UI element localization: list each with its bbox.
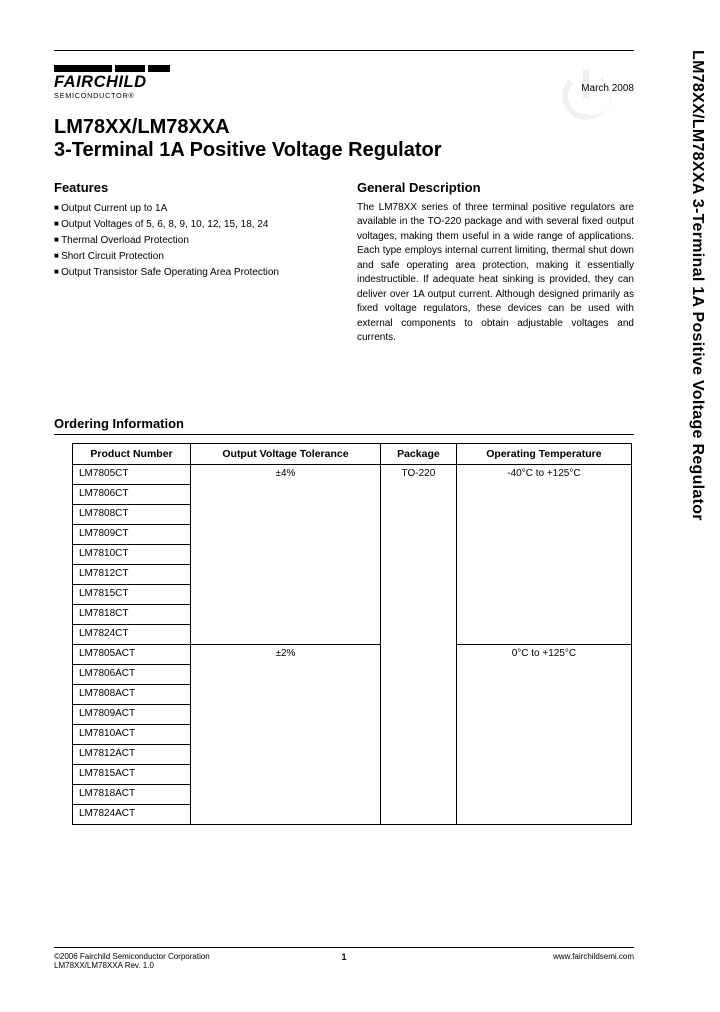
website: www.fairchildsemi.com [553,952,634,970]
table-row-product: LM7810ACT [73,724,191,744]
table-row-temp: -40°C to +125°C [456,464,631,644]
table-row-temp: 0°C to +125°C [456,644,631,824]
table-row-product: LM7806ACT [73,664,191,684]
table-row-product: LM7812CT [73,564,191,584]
logo-name: FAIRCHILD [54,74,172,91]
table-row-product: LM7815CT [73,584,191,604]
feature-item: Output Voltages of 5, 6, 8, 9, 10, 12, 1… [54,217,331,233]
table-row-tolerance: ±4% [191,464,381,644]
table-row-product: LM7818CT [73,604,191,624]
side-title: LM78XX/LM78XXA 3-Terminal 1A Positive Vo… [688,50,706,521]
page-number: 1 [341,952,346,962]
footer: ©2006 Fairchild Semiconductor Corporatio… [54,947,634,970]
description-body: The LM78XX series of three terminal posi… [357,201,634,346]
revision: LM78XX/LM78XXA Rev. 1.0 [54,961,210,970]
description-heading: General Description [357,180,634,195]
title-partnum: LM78XX/LM78XXA [54,116,634,139]
table-row-product: LM7805ACT [73,644,191,664]
top-rule [54,50,634,51]
table-row-tolerance: ±2% [191,644,381,824]
table-row-product: LM7815ACT [73,764,191,784]
feature-item: Thermal Overload Protection [54,233,331,249]
ordering-heading: Ordering Information [54,416,634,435]
ordering-table: Product Number Output Voltage Tolerance … [72,443,632,825]
table-row-product: LM7810CT [73,544,191,564]
power-watermark-icon [550,60,622,132]
table-row-product: LM7812ACT [73,744,191,764]
col-package: Package [380,443,456,464]
col-temp: Operating Temperature [456,443,631,464]
table-row-product: LM7818ACT [73,784,191,804]
copyright: ©2006 Fairchild Semiconductor Corporatio… [54,952,210,961]
col-product: Product Number [73,443,191,464]
feature-item: Output Current up to 1A [54,201,331,217]
table-row-product: LM7809CT [73,524,191,544]
features-heading: Features [54,180,331,195]
table-row-product: LM7824ACT [73,804,191,824]
title-desc: 3-Terminal 1A Positive Voltage Regulator [54,139,634,162]
feature-item: Short Circuit Protection [54,249,331,265]
feature-item: Output Transistor Safe Operating Area Pr… [54,265,331,281]
table-row-product: LM7808CT [73,504,191,524]
fairchild-logo: FAIRCHILD SEMICONDUCTOR® [54,65,172,100]
table-row-product: LM7805CT [73,464,191,484]
table-row-package: TO-220 [380,464,456,824]
table-row-product: LM7808ACT [73,684,191,704]
features-list: Output Current up to 1A Output Voltages … [54,201,331,281]
logo-sub: SEMICONDUCTOR® [54,91,172,100]
col-tolerance: Output Voltage Tolerance [191,443,381,464]
table-row-product: LM7824CT [73,624,191,644]
table-row-product: LM7809ACT [73,704,191,724]
table-row-product: LM7806CT [73,484,191,504]
